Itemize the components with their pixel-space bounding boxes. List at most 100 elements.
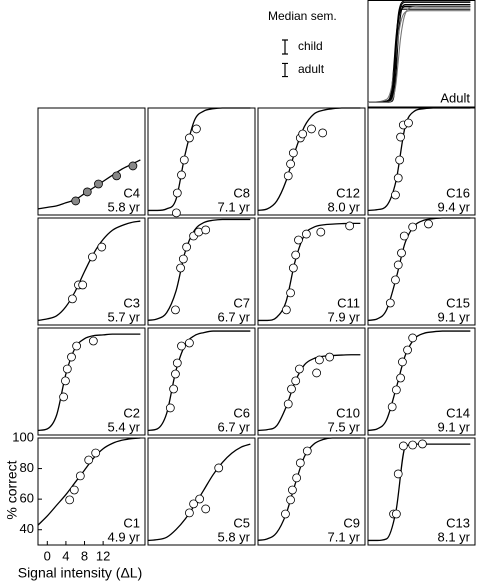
- panel-name: C8: [233, 185, 250, 200]
- panel-name: C2: [123, 405, 140, 420]
- data-point: [302, 446, 312, 456]
- panel-frame: [37, 107, 146, 216]
- panel-name: C5: [233, 515, 250, 530]
- panel-age: 7.1 yr: [217, 199, 250, 214]
- fit-curve: [37, 220, 141, 322]
- data-point: [385, 298, 395, 308]
- data-point: [397, 248, 406, 258]
- panel-age: 9.4 yr: [437, 199, 470, 214]
- data-point: [65, 495, 75, 505]
- data-point: [307, 124, 316, 134]
- data-point: [393, 260, 403, 270]
- panel-name: C7: [233, 295, 250, 310]
- panel-frame: [367, 437, 476, 546]
- data-point: [288, 263, 298, 273]
- panel-age: 6.7 yr: [217, 419, 250, 434]
- data-point: [78, 280, 88, 290]
- data-point: [292, 473, 302, 483]
- adult-fit-curve: [367, 0, 471, 103]
- x-tick-label: 0: [44, 548, 51, 563]
- data-point: [315, 355, 324, 365]
- panel-frame: [147, 217, 256, 326]
- data-point: [214, 463, 224, 473]
- panel-age: 7.5 yr: [327, 419, 360, 434]
- fit-curve: [148, 107, 251, 212]
- data-point: [286, 159, 295, 169]
- data-point: [75, 471, 85, 481]
- panel-frame: [367, 0, 476, 108]
- data-point: [62, 364, 72, 374]
- data-point: [286, 288, 295, 298]
- panel-age: 4.9 yr: [107, 529, 140, 544]
- data-point: [178, 254, 188, 264]
- data-point: [185, 508, 194, 518]
- data-point: [312, 368, 322, 378]
- panel-name: C4: [123, 185, 140, 200]
- panel-frame: [257, 437, 366, 546]
- data-point: [201, 225, 211, 235]
- data-point: [398, 357, 407, 367]
- fit-curve: [147, 218, 251, 322]
- data-point: [179, 155, 189, 165]
- data-point: [318, 128, 328, 138]
- data-point: [391, 385, 401, 395]
- legend-title: Median sem.: [268, 9, 337, 23]
- panel-age: 9.1 yr: [437, 309, 470, 324]
- data-point: [316, 227, 326, 237]
- data-point: [294, 235, 303, 245]
- data-point: [295, 364, 304, 374]
- data-point: [172, 358, 182, 368]
- panel-frame: [257, 217, 366, 326]
- data-point: [325, 352, 335, 362]
- panel-age: 6.7 yr: [217, 309, 250, 324]
- data-point: [281, 509, 290, 519]
- data-point: [171, 208, 181, 218]
- y-axis-label: % correct: [4, 460, 20, 519]
- data-point: [59, 392, 68, 402]
- data-point: [283, 171, 293, 181]
- x-tick-label: 8: [81, 548, 88, 563]
- y-tick-label: 80: [20, 460, 34, 475]
- fit-curve: [367, 330, 471, 432]
- data-point: [189, 499, 198, 509]
- panel-name: C9: [343, 515, 360, 530]
- fit-curve: [147, 330, 251, 432]
- data-point: [283, 399, 293, 409]
- fit-curve: [257, 107, 361, 212]
- x-axis-label: Signal intensity (ΔL): [18, 565, 143, 581]
- data-point: [71, 196, 81, 206]
- data-point: [84, 455, 94, 465]
- data-point: [112, 171, 122, 181]
- y-tick-label: 40: [20, 521, 34, 536]
- panel-frame: [257, 327, 366, 436]
- fit-curve: [367, 107, 471, 212]
- panel-name: C3: [123, 295, 140, 310]
- fit-curve: [367, 217, 471, 322]
- panel-name: C12: [336, 185, 360, 200]
- data-point: [391, 190, 400, 200]
- data-point: [345, 221, 355, 231]
- panel-name: Adult: [440, 90, 470, 105]
- panel-frame: [367, 217, 476, 326]
- data-point: [195, 494, 205, 504]
- panel-name: C14: [446, 405, 470, 420]
- data-point: [399, 231, 409, 241]
- data-point: [177, 170, 186, 180]
- data-point: [69, 485, 79, 495]
- data-point: [408, 333, 418, 343]
- data-point: [172, 188, 182, 198]
- data-point: [177, 341, 186, 351]
- fit-curve: [257, 354, 361, 432]
- panel-frame: [147, 107, 256, 216]
- data-point: [182, 242, 192, 252]
- data-point: [72, 341, 82, 351]
- panel-age: 5.7 yr: [107, 309, 140, 324]
- panel-name: C13: [446, 515, 470, 530]
- data-point: [298, 129, 308, 139]
- legend-label: child: [298, 39, 323, 53]
- panel-name: C1: [123, 515, 140, 530]
- panel-name: C6: [233, 405, 250, 420]
- data-point: [191, 124, 201, 134]
- panel-frame: [147, 437, 256, 546]
